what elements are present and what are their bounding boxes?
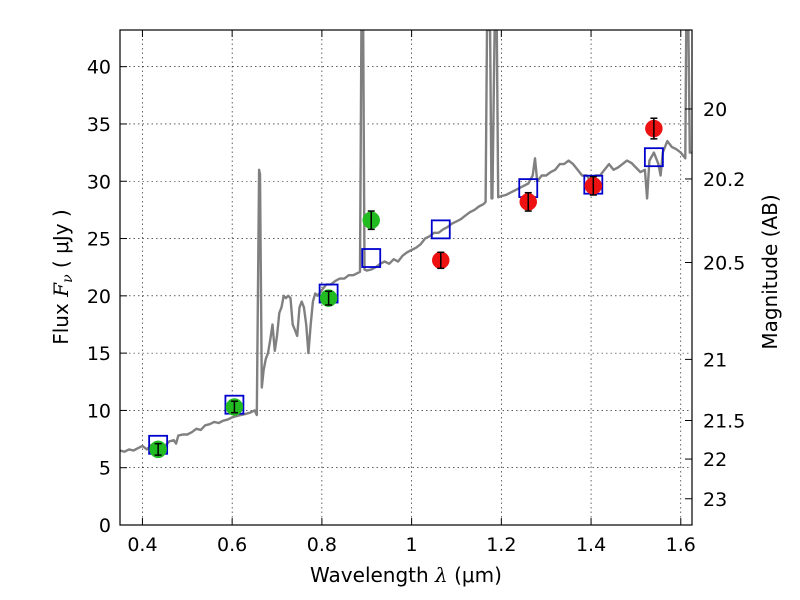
y2-tick-label: 20.5 [703,253,745,275]
y-tick-label: 5 [99,458,111,480]
spectrum-line [120,30,692,453]
y2-tick-label: 20 [703,99,727,121]
x-tick-label: 0.4 [127,534,157,556]
grid [120,30,692,526]
y-tick-label: 0 [99,515,111,537]
y-tick-label: 30 [87,171,111,193]
x-tick-label: 0.6 [217,534,247,556]
model-point [361,248,382,268]
y-tick-label: 35 [87,114,111,136]
plot-frame [119,29,693,526]
axis-ticks: 0.4 0.6 0.8 1 1.2 1.4 1.6 0 5 10 15 20 25 30 35 40 20 20.… [87,30,745,556]
x-tick-label: 1.2 [486,534,516,556]
x-tick-label: 0.8 [307,534,337,556]
y-tick-label: 25 [87,229,111,251]
y-tick-label: 10 [87,400,111,422]
x-tick-label: 1.6 [666,534,696,556]
y-axis-label: Flux Fν ( μJy ) [49,209,76,345]
y2-tick-label: 21.5 [703,410,745,432]
y2-tick-label: 22 [703,449,727,471]
y2-axis-label: Magnitude (AB) [758,194,782,349]
x-tick-label: 1.4 [576,534,606,556]
y-tick-label: 40 [87,57,111,79]
x-axis-label: Wavelength λ (μm) [310,563,502,587]
y-tick-label: 15 [87,343,111,365]
model-point [430,219,451,240]
model-point [643,147,664,168]
y2-tick-label: 23 [703,489,727,511]
y-tick-label: 20 [87,286,111,308]
plot-area [120,30,692,459]
x-tick-label: 1 [406,534,418,556]
y2-tick-label: 21 [703,349,727,371]
y2-tick-label: 20.2 [703,169,745,191]
